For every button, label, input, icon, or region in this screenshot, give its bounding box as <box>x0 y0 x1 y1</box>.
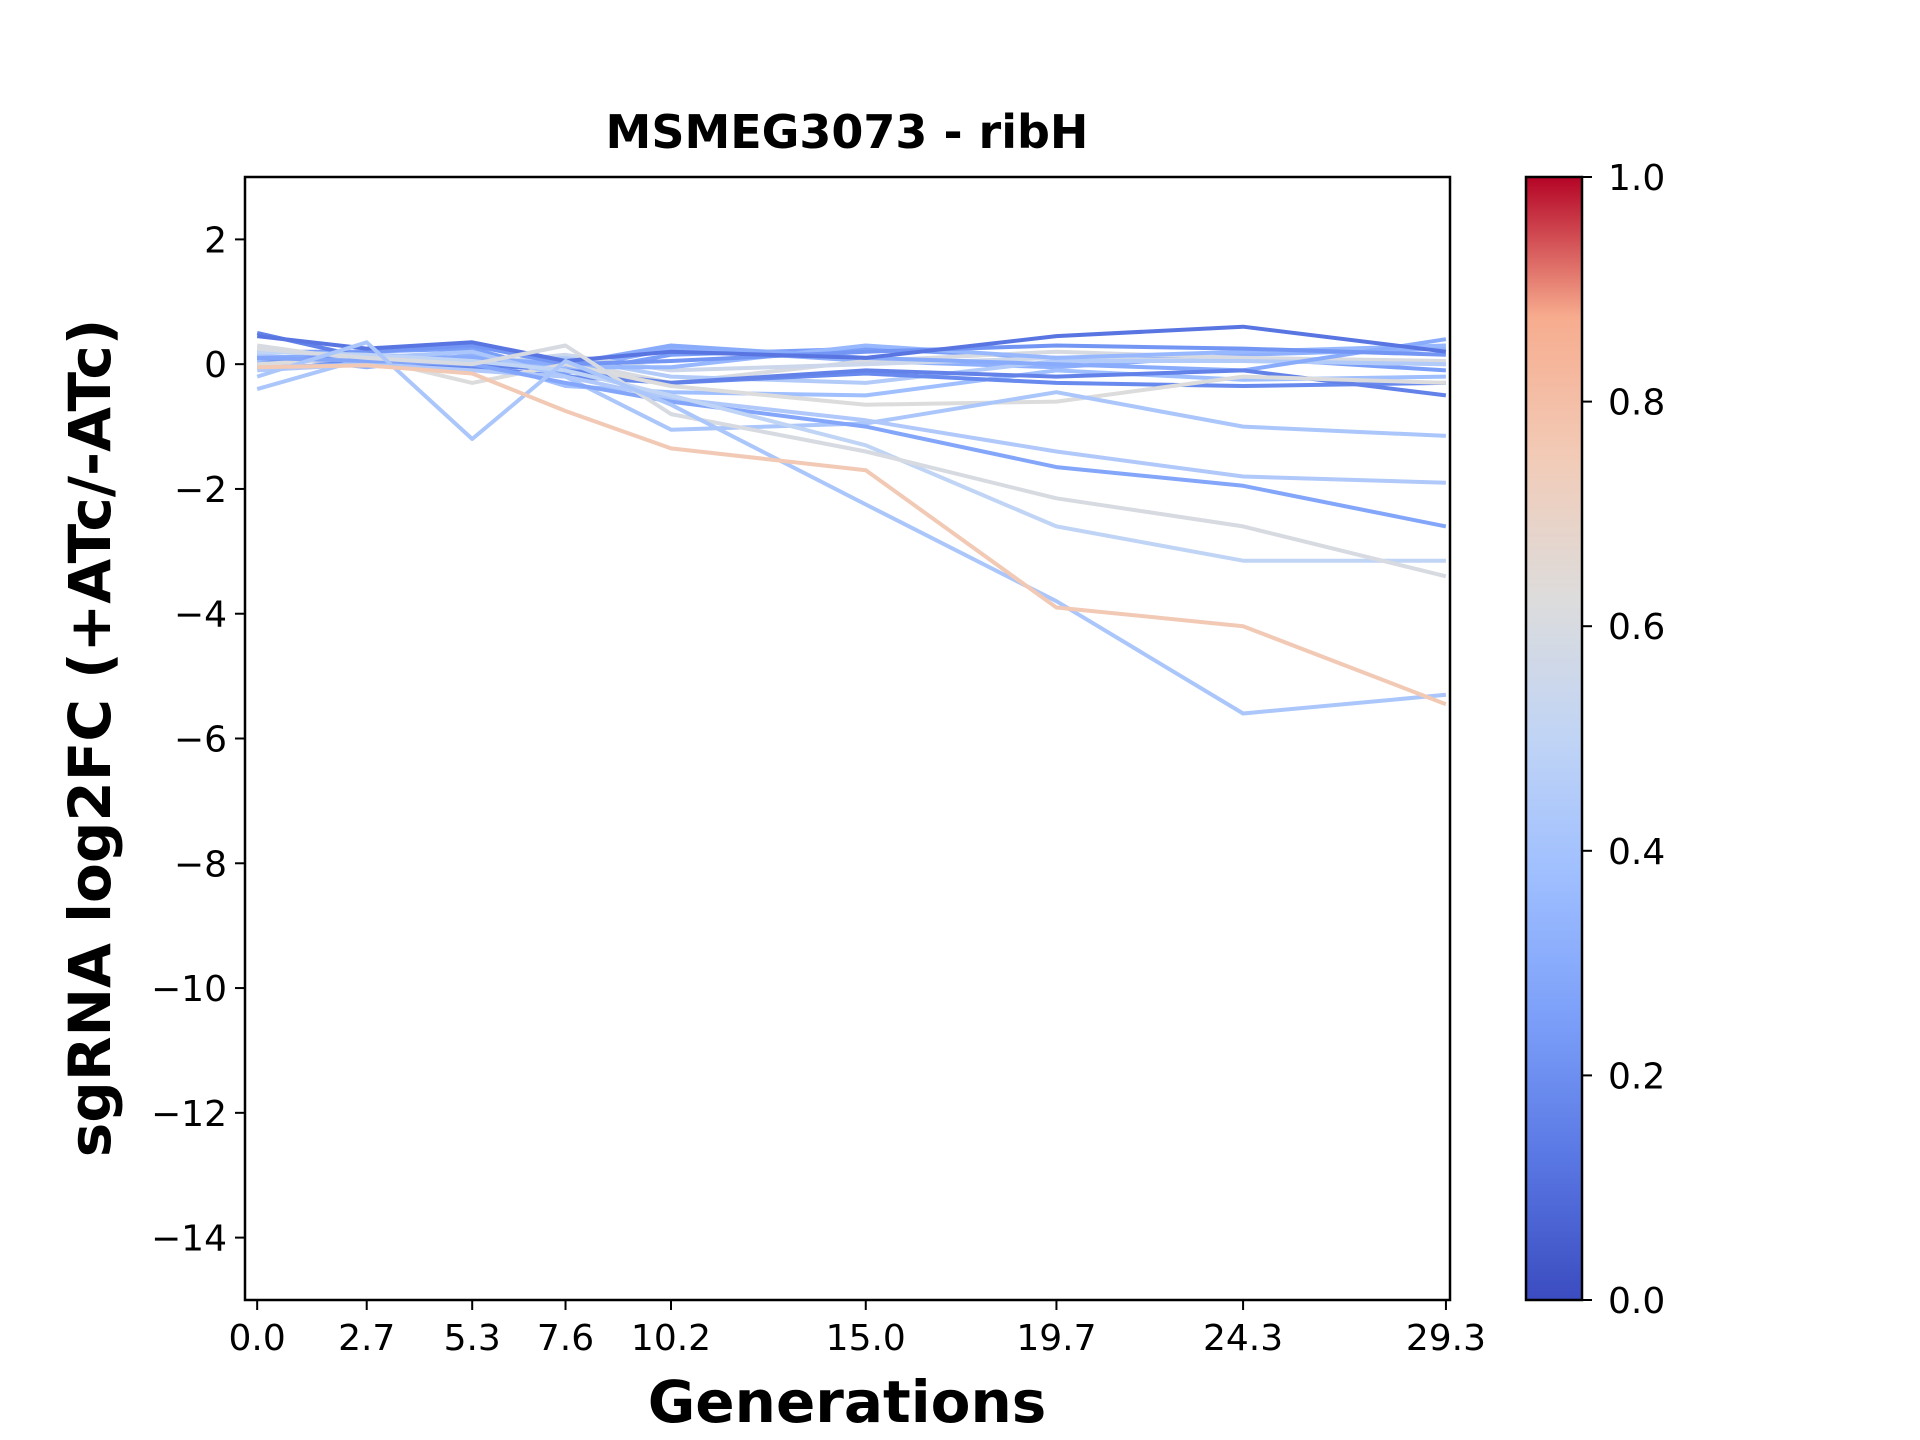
y-tick-label: −14 <box>151 1219 227 1260</box>
series-line <box>257 355 1447 529</box>
series-line <box>256 324 1447 363</box>
series-line <box>256 340 1447 716</box>
x-axis-label: Generations <box>648 1368 1047 1436</box>
x-tick-label: 2.7 <box>338 1318 395 1359</box>
colorbar-tick-label: 0.2 <box>1608 1056 1665 1097</box>
y-tick-label: −10 <box>151 969 227 1010</box>
x-tick-label: 5.3 <box>444 1318 501 1359</box>
y-tick-label: 2 <box>204 220 227 261</box>
y-tick-label: 0 <box>204 345 227 386</box>
colorbar <box>1524 175 1584 1302</box>
colorbar-ticks: 0.0 0.2 0.4 0.6 0.8 1.0 <box>1582 158 1665 1322</box>
y-tick-label: −12 <box>151 1094 227 1135</box>
x-tick-label: 7.6 <box>537 1318 594 1359</box>
series-line <box>257 343 1447 579</box>
y-axis-label: sgRNA log2FC (+ATc/-ATc) <box>56 319 124 1157</box>
x-tick-label: 10.2 <box>631 1318 711 1359</box>
colorbar-tick-label: 1.0 <box>1608 158 1665 199</box>
series-layer <box>256 324 1447 716</box>
series-line <box>257 363 1447 707</box>
x-tick-label: 19.7 <box>1016 1318 1096 1359</box>
y-tick-label: −2 <box>174 470 227 511</box>
colorbar-tick-label: 0.0 <box>1608 1281 1665 1322</box>
y-axis-ticks: 2 0 −2 −4 −6 −8 −10 −12 −14 <box>151 220 245 1260</box>
y-tick-label: −8 <box>174 844 227 885</box>
chart-title: MSMEG3073 - ribH <box>606 105 1089 159</box>
colorbar-tick-label: 0.4 <box>1608 832 1665 873</box>
x-tick-label: 29.3 <box>1406 1318 1486 1359</box>
x-axis-ticks: 0.0 2.7 5.3 7.6 10.2 15.0 19.7 24.3 29.3 <box>229 1300 1486 1359</box>
x-tick-label: 24.3 <box>1203 1318 1283 1359</box>
colorbar-tick-label: 0.8 <box>1608 383 1665 424</box>
colorbar-tick-label: 0.6 <box>1608 607 1665 648</box>
y-tick-label: −4 <box>174 595 227 636</box>
y-tick-label: −6 <box>174 720 227 761</box>
x-tick-label: 15.0 <box>826 1318 906 1359</box>
series-line <box>257 349 1446 563</box>
x-tick-label: 0.0 <box>229 1318 286 1359</box>
series-line <box>256 343 1446 367</box>
